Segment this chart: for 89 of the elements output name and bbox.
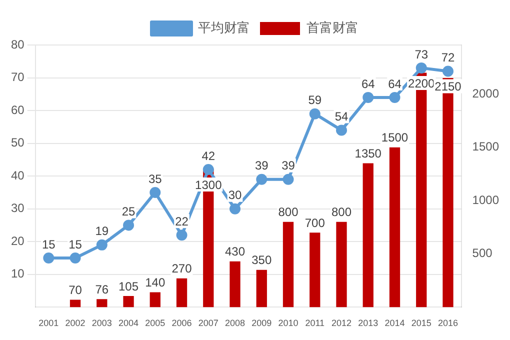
data-label: 30	[228, 188, 242, 202]
data-label: 105	[118, 279, 139, 294]
x-tick-label: 2012	[331, 318, 352, 328]
data-label: 54	[334, 110, 348, 124]
data-label: 76	[95, 282, 109, 296]
data-label: 270	[172, 262, 192, 276]
y-tick-label: 40	[10, 168, 25, 182]
y2-tick-label: 1000	[472, 192, 500, 207]
data-label: 2150	[434, 80, 462, 94]
y-tick-label: 10	[10, 266, 25, 281]
bar	[256, 270, 267, 308]
data-label: 73	[414, 47, 428, 62]
point	[70, 252, 81, 264]
x-tick-label: 2007	[198, 318, 218, 328]
point	[282, 174, 294, 185]
data-label: 19	[95, 224, 109, 238]
x-tick-label: 2005	[145, 318, 166, 328]
point	[256, 174, 268, 185]
x-tick-label: 2002	[65, 318, 86, 328]
data-label: 64	[361, 76, 376, 91]
bar	[336, 222, 347, 308]
y-tick-label: 80	[10, 37, 25, 52]
data-label: 350	[252, 253, 272, 268]
data-label: 70	[68, 283, 82, 298]
y-tick-label: 70	[10, 70, 25, 84]
point	[362, 92, 374, 103]
bar	[282, 222, 294, 308]
point	[96, 239, 108, 250]
data-label: 140	[145, 276, 166, 290]
legend-label: 平均财富	[198, 20, 250, 36]
bar	[96, 299, 108, 308]
bar	[123, 296, 134, 308]
point	[123, 220, 134, 231]
data-label: 72	[441, 50, 455, 65]
data-label: 430	[225, 244, 246, 259]
data-label: 59	[308, 93, 322, 108]
data-label: 35	[148, 172, 162, 186]
point	[389, 92, 400, 103]
point	[176, 230, 188, 241]
data-label: 42	[202, 148, 216, 163]
data-label: 1500	[381, 130, 408, 145]
data-label: 64	[388, 76, 402, 91]
x-tick-label: 2001	[38, 318, 59, 328]
legend-label: 首富财富	[306, 20, 358, 36]
point	[230, 203, 241, 214]
x-tick-label: 2016	[438, 318, 458, 328]
x-tick-label: 2009	[252, 318, 272, 328]
data-label: 700	[304, 216, 326, 230]
data-label: 15	[42, 237, 56, 252]
y2-tick-label: 2000	[472, 86, 500, 100]
x-tick-label: 2006	[172, 318, 192, 328]
point	[309, 108, 320, 120]
data-label: 800	[278, 205, 299, 220]
data-label: 22	[175, 214, 189, 228]
data-label: 2200	[408, 76, 436, 90]
data-label: 39	[254, 158, 269, 173]
x-tick-label: 2010	[278, 318, 298, 328]
bar	[150, 292, 160, 308]
point	[150, 186, 161, 198]
bar	[176, 278, 188, 308]
x-tick-label: 2011	[305, 318, 325, 328]
y-tick-label: 60	[10, 102, 25, 117]
point	[416, 62, 427, 74]
y2-tick-label: 500	[472, 246, 493, 260]
y-tick-label: 20	[10, 234, 25, 248]
x-tick-label: 2004	[118, 318, 139, 328]
point	[43, 252, 54, 264]
bar	[389, 147, 400, 308]
x-tick-label: 2013	[358, 318, 378, 328]
data-label: 15	[68, 237, 82, 252]
x-tick-label: 2015	[411, 318, 432, 328]
data-label: 1350	[354, 146, 382, 161]
bar	[230, 261, 240, 308]
bar	[362, 163, 374, 308]
x-tick-label: 2008	[225, 318, 246, 328]
y-tick-label: 50	[10, 136, 25, 150]
point	[442, 66, 454, 77]
bar	[70, 300, 81, 308]
bar	[310, 232, 320, 308]
y2-tick-label: 1500	[472, 140, 500, 154]
data-label: 800	[331, 205, 352, 220]
data-label: 25	[122, 204, 136, 219]
point	[202, 164, 214, 176]
data-label: 39	[282, 158, 296, 173]
x-tick-label: 2003	[92, 318, 112, 328]
y-tick-label: 30	[10, 201, 25, 216]
data-label: 1300	[195, 178, 222, 192]
x-tick-label: 2014	[384, 318, 405, 328]
point	[336, 124, 348, 136]
